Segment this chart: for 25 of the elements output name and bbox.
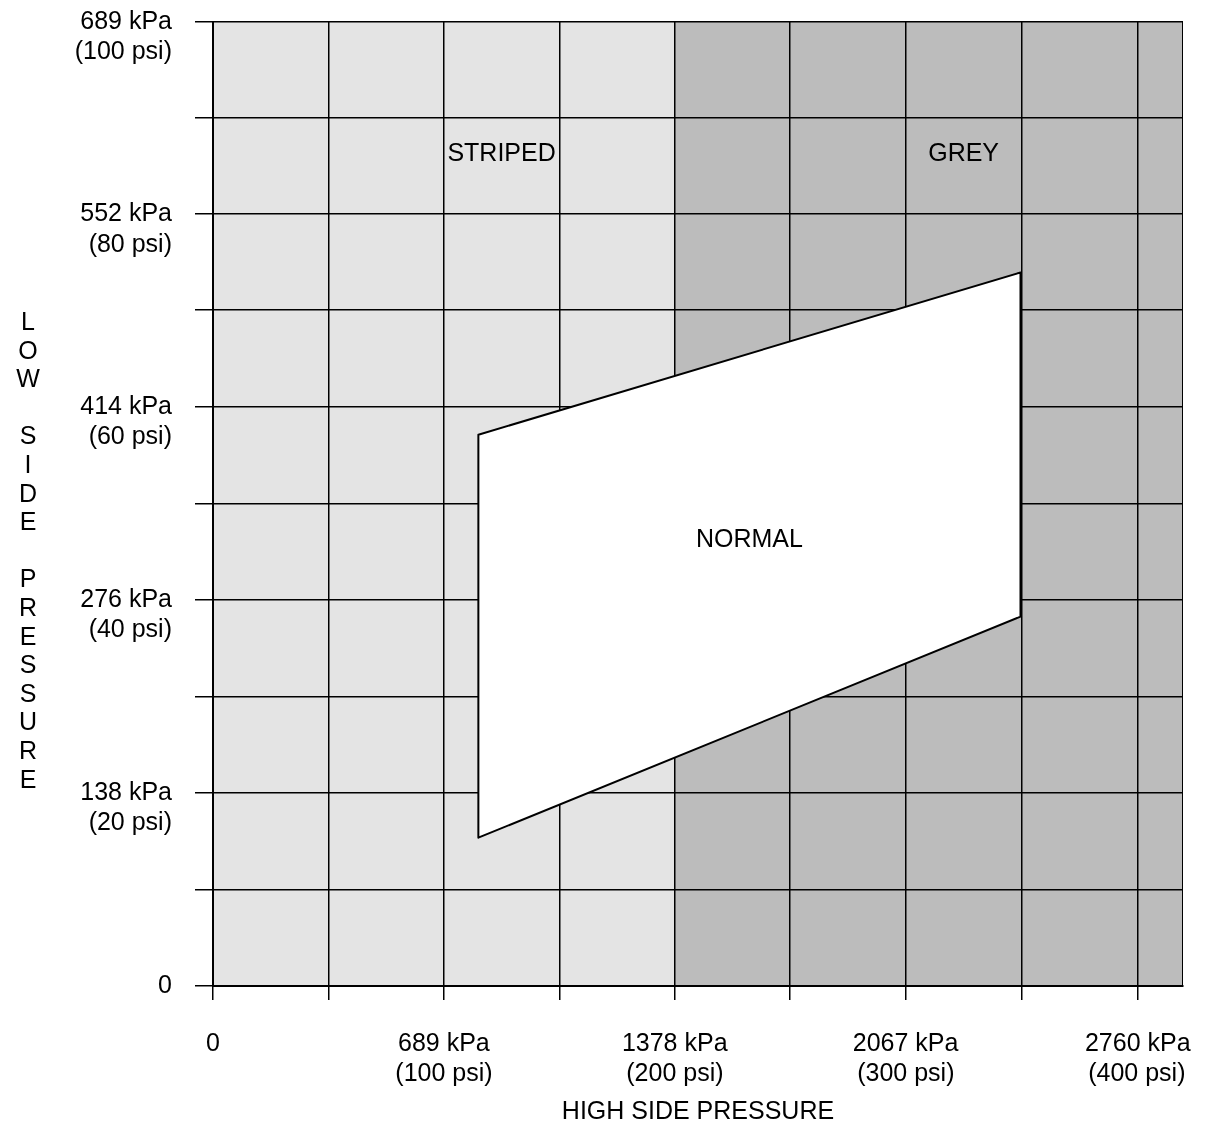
x-tick-label: 689 kPa [397,1027,490,1056]
band-label: GREY [928,137,1000,166]
x-tick-label: 1378 kPa [621,1027,728,1056]
x2-tick-label: (200 psi) [626,1057,724,1086]
x-tick-label: 0 [206,1027,220,1056]
y-tick-label: 552 kPa [80,197,173,226]
band-label: STRIPED [447,137,556,166]
x-tick-label: 2067 kPa [852,1027,959,1056]
y2-tick-label: (100 psi) [74,35,172,64]
y-tick-label: 0 [158,969,172,998]
x2-tick-label: (400 psi) [1088,1057,1186,1086]
legend-label: NORMAL [695,524,803,553]
y2-tick-label: (40 psi) [88,614,172,643]
y2-tick-label: (60 psi) [88,421,172,450]
y2-tick-label: (80 psi) [88,228,172,257]
y-tick-label: 414 kPa [80,390,173,419]
y-tick-label: 276 kPa [80,583,173,612]
y-tick-label: 138 kPa [80,776,173,805]
text: LOW SIDE PRESSURE [16,307,40,793]
x-tick-label: 2760 kPa [1084,1027,1191,1056]
x2-tick-label: (100 psi) [395,1057,493,1086]
y-tick-label: 689 kPa [80,5,173,34]
x2-tick-label: (300 psi) [857,1057,955,1086]
x-axis-title: HIGH SIDE PRESSURE [561,1095,835,1124]
y2-tick-label: (20 psi) [88,807,172,836]
